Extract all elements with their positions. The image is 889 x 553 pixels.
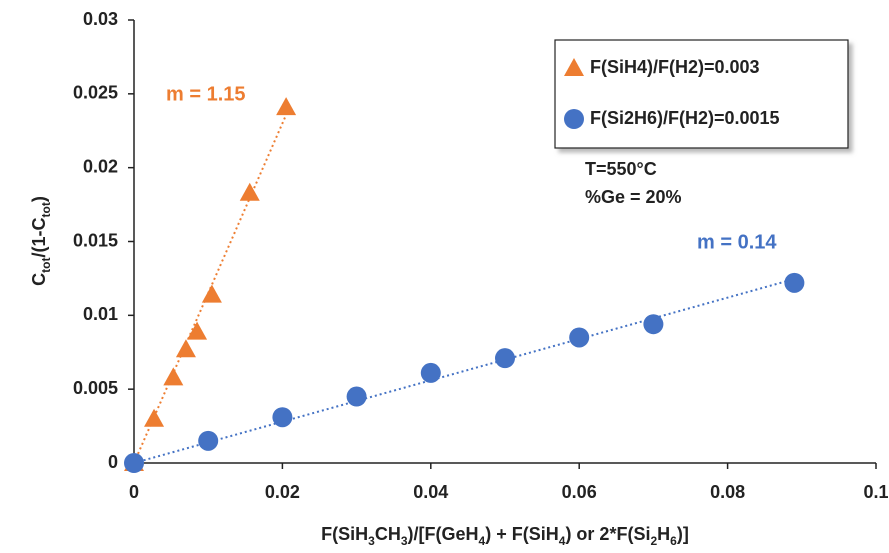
label-part: C <box>29 273 49 286</box>
point <box>495 348 515 369</box>
x-tick-label: 0.06 <box>562 482 597 502</box>
x-tick-label: 0.02 <box>265 482 300 502</box>
trendline <box>133 114 288 464</box>
label-part: 3 <box>401 534 408 548</box>
label-part: 6 <box>670 534 677 548</box>
label-part: F(SiH <box>321 524 368 544</box>
point <box>187 321 208 340</box>
point <box>163 367 184 386</box>
y-tick-label: 0.015 <box>73 230 118 250</box>
point <box>144 408 165 427</box>
y-tick-label: 0.02 <box>83 156 118 176</box>
label-part: ) <box>29 196 49 202</box>
y-tick-label: 0.005 <box>73 378 118 398</box>
label-part: 4 <box>559 534 566 548</box>
legend-marker <box>564 109 584 129</box>
point <box>784 272 805 293</box>
label-part: /(1-C <box>29 218 49 258</box>
x-tick-label: 0.1 <box>863 482 888 502</box>
point <box>420 362 441 383</box>
legend-label: F(Si2H6)/F(H2)=0.0015 <box>590 108 780 128</box>
point <box>346 386 367 407</box>
label-part: H <box>657 524 670 544</box>
x-tick-label: 0.04 <box>413 482 448 502</box>
legend-box <box>554 39 849 149</box>
point <box>276 97 297 116</box>
point <box>198 430 219 451</box>
point <box>201 284 222 303</box>
label-part: )/[F(GeH <box>408 524 479 544</box>
trendline <box>133 278 795 464</box>
annotation: T=550°C <box>585 159 657 179</box>
label-part: CH <box>375 524 401 544</box>
x-tick-label: 0.08 <box>710 482 745 502</box>
label-part: ) or 2*F(Si <box>565 524 650 544</box>
point <box>239 182 260 201</box>
y-tick-label: 0 <box>108 452 118 472</box>
label-part: tot <box>39 202 53 217</box>
point <box>124 453 144 473</box>
point <box>569 327 590 348</box>
label-part: 4 <box>479 534 486 548</box>
label-part: )] <box>677 524 689 544</box>
annotation: %Ge = 20% <box>585 187 682 207</box>
point <box>175 339 196 358</box>
y-tick-label: 0.01 <box>83 304 118 324</box>
point <box>643 314 664 335</box>
legend-label: F(SiH4)/F(H2)=0.003 <box>590 57 760 77</box>
y-tick-label: 0.03 <box>83 9 118 29</box>
x-axis-label: F(SiH3CH3)/[F(GeH4) + F(SiH4) or 2*F(Si2… <box>321 524 689 548</box>
y-axis-label: Ctot/(1-Ctot) <box>29 196 53 286</box>
label-part: 2 <box>650 534 657 548</box>
trendline-label: m = 1.15 <box>166 83 246 105</box>
trendline-label: m = 0.14 <box>697 231 777 253</box>
legend-marker <box>564 58 584 76</box>
x-tick-label: 0 <box>129 482 139 502</box>
y-tick-label: 0.025 <box>73 83 118 103</box>
label-part: tot <box>39 258 53 273</box>
label-part: ) + F(SiH <box>485 524 559 544</box>
label-part: 3 <box>368 534 375 548</box>
point <box>272 407 293 428</box>
